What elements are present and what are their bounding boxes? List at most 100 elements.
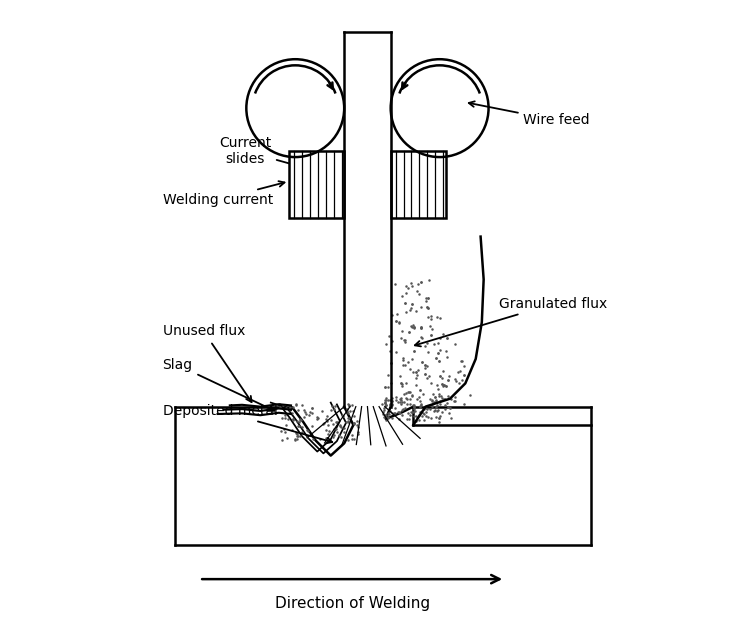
Point (399, 298, 411, 308)
Point (416, 356, 428, 366)
Point (398, 335, 410, 345)
Point (410, 406, 422, 416)
Point (404, 305, 416, 315)
Point (411, 286, 423, 296)
Point (302, 432, 313, 442)
Point (379, 383, 391, 392)
Point (433, 356, 445, 366)
Point (402, 414, 413, 424)
Point (392, 397, 404, 407)
Point (382, 370, 393, 380)
Point (437, 329, 449, 339)
Point (379, 410, 391, 420)
Point (320, 414, 332, 424)
Point (294, 414, 306, 423)
Point (396, 333, 408, 343)
Point (328, 433, 339, 443)
Point (382, 413, 393, 423)
Point (420, 403, 432, 413)
Point (312, 414, 324, 423)
Point (318, 418, 330, 428)
Point (399, 360, 411, 370)
Text: Welding current: Welding current (162, 181, 285, 207)
Point (330, 417, 342, 427)
Point (384, 399, 396, 409)
Point (291, 435, 303, 445)
Point (404, 399, 416, 409)
Point (287, 402, 299, 412)
Point (441, 353, 453, 363)
Point (415, 323, 427, 333)
Point (406, 391, 418, 401)
Point (389, 403, 401, 413)
Point (382, 382, 393, 392)
Point (424, 404, 436, 414)
Point (414, 402, 426, 412)
Point (399, 403, 411, 413)
Bar (289, 151, 345, 218)
Point (352, 429, 364, 439)
Point (284, 402, 296, 412)
Point (342, 435, 354, 445)
Point (428, 406, 439, 416)
Point (413, 392, 425, 402)
Point (378, 409, 390, 419)
Point (430, 396, 442, 405)
Point (401, 394, 413, 404)
Point (408, 346, 419, 356)
Point (413, 396, 425, 406)
Point (433, 389, 445, 399)
Point (385, 358, 396, 368)
Point (325, 401, 337, 411)
Point (397, 404, 409, 414)
Point (399, 388, 411, 397)
Point (415, 322, 427, 332)
Point (425, 311, 437, 321)
Point (433, 412, 445, 422)
Point (422, 303, 433, 313)
Point (282, 433, 293, 443)
Point (393, 371, 405, 381)
Point (393, 407, 405, 417)
Point (454, 366, 466, 376)
Point (325, 405, 336, 415)
Point (408, 407, 419, 417)
Point (410, 306, 422, 316)
Point (390, 316, 402, 326)
Point (302, 426, 314, 436)
Point (378, 405, 390, 415)
Point (414, 385, 426, 395)
Point (393, 317, 405, 327)
Point (420, 296, 432, 306)
Point (408, 402, 419, 412)
Point (390, 347, 402, 357)
Point (336, 432, 348, 442)
Point (443, 371, 455, 381)
Point (288, 415, 299, 425)
Point (433, 414, 445, 423)
Point (380, 412, 392, 422)
Point (408, 322, 420, 332)
Point (415, 332, 427, 342)
Point (458, 370, 470, 380)
Point (420, 411, 432, 421)
Point (444, 404, 456, 414)
Point (419, 363, 431, 373)
Point (426, 401, 438, 411)
Point (306, 421, 318, 431)
Point (390, 392, 402, 402)
Point (422, 303, 433, 313)
Point (296, 427, 308, 436)
Point (379, 397, 391, 407)
Point (279, 427, 291, 437)
Point (386, 393, 398, 403)
Point (408, 320, 419, 330)
Point (403, 327, 415, 337)
Point (416, 389, 428, 399)
Point (400, 288, 412, 298)
Point (348, 406, 359, 416)
Point (404, 394, 416, 404)
Point (386, 399, 398, 409)
Point (316, 406, 328, 416)
Point (386, 401, 398, 410)
